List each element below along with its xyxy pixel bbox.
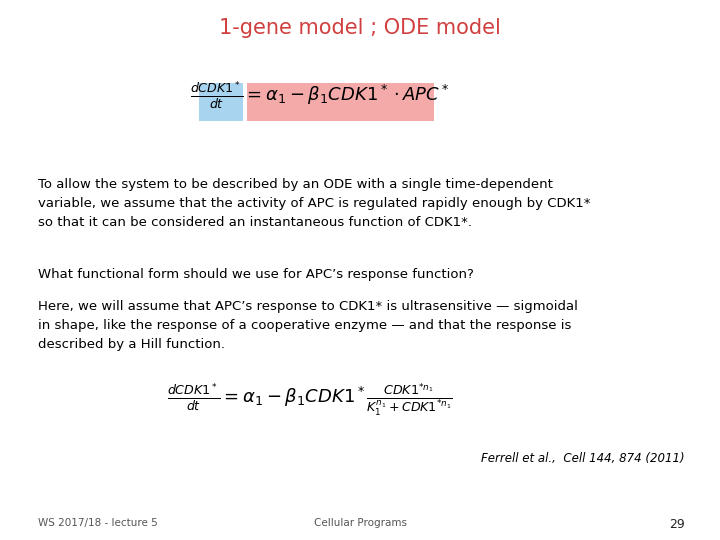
- FancyBboxPatch shape: [247, 83, 434, 121]
- Text: WS 2017/18 - lecture 5: WS 2017/18 - lecture 5: [38, 518, 158, 528]
- Text: $\frac{dCDK1^*}{dt} = \alpha_1 - \beta_1 CDK1^* \frac{CDK1^{*n_1}}{K_1^{n_1} + C: $\frac{dCDK1^*}{dt} = \alpha_1 - \beta_1…: [167, 382, 453, 418]
- FancyBboxPatch shape: [199, 83, 243, 121]
- Text: Cellular Programs: Cellular Programs: [313, 518, 407, 528]
- Text: Ferrell et al.,  Cell 144, 874 (2011): Ferrell et al., Cell 144, 874 (2011): [482, 452, 685, 465]
- Text: 29: 29: [670, 518, 685, 531]
- Text: $\frac{dCDK1^*}{dt} = \alpha_1 - \beta_1 CDK1^* \cdot APC^*$: $\frac{dCDK1^*}{dt} = \alpha_1 - \beta_1…: [190, 79, 450, 111]
- Text: Here, we will assume that APC’s response to CDK1* is ultrasensitive — sigmoidal
: Here, we will assume that APC’s response…: [38, 300, 578, 351]
- Text: To allow the system to be described by an ODE with a single time-dependent
varia: To allow the system to be described by a…: [38, 178, 590, 229]
- Text: What functional form should we use for APC’s response function?: What functional form should we use for A…: [38, 268, 474, 281]
- Text: 1-gene model ; ODE model: 1-gene model ; ODE model: [219, 18, 501, 38]
